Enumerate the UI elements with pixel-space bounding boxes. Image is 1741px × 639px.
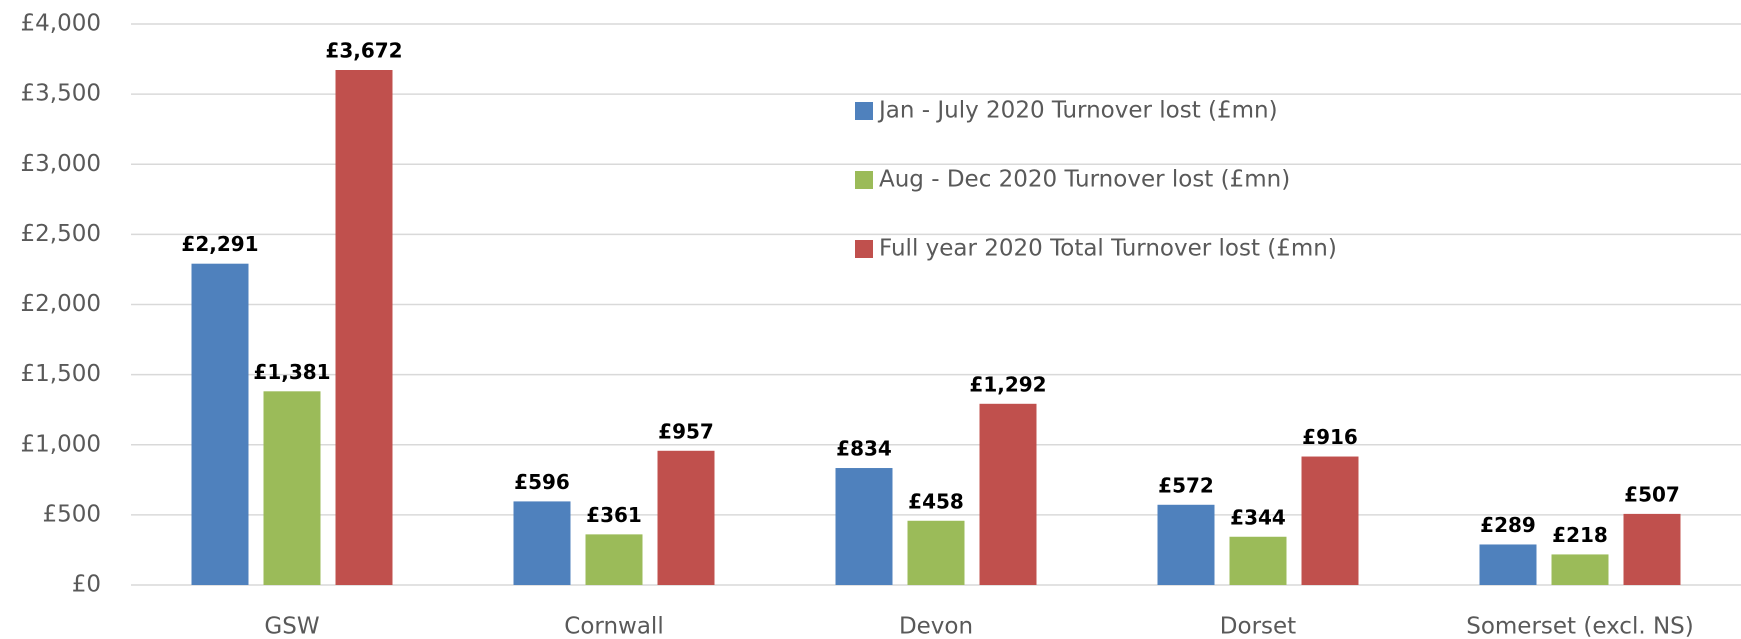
y-tick-label: £2,500 (21, 221, 101, 247)
y-tick-label: £2,000 (21, 291, 101, 317)
value-label: £458 (908, 489, 964, 513)
bar (835, 468, 893, 585)
x-tick-label: Devon (899, 614, 973, 639)
bar (1229, 536, 1287, 585)
bar (1301, 456, 1359, 585)
legend-label: Full year 2020 Total Turnover lost (£mn) (879, 236, 1337, 262)
value-label: £957 (658, 419, 714, 443)
bar (657, 450, 715, 585)
bar (979, 403, 1037, 585)
y-tick-label: £1,500 (21, 361, 101, 387)
legend-swatch (855, 240, 873, 258)
bar (1623, 513, 1681, 585)
x-tick-label: Dorset (1220, 614, 1296, 639)
y-tick-label: £4,000 (21, 11, 101, 37)
legend-swatch (855, 171, 873, 189)
value-label: £834 (836, 437, 892, 461)
bar (585, 534, 643, 585)
value-label: £507 (1624, 482, 1680, 506)
y-tick-label: £500 (42, 501, 101, 527)
value-label: £1,381 (253, 360, 330, 384)
bar (907, 520, 965, 585)
value-label: £596 (514, 470, 570, 494)
legend-swatch (855, 102, 873, 120)
y-tick-label: £1,000 (21, 431, 101, 457)
value-label: £2,291 (181, 232, 258, 256)
value-label: £1,292 (969, 372, 1046, 396)
bar (1479, 544, 1537, 585)
value-label: £361 (586, 503, 642, 527)
x-tick-label: GSW (264, 614, 319, 639)
legend-label: Jan - July 2020 Turnover lost (£mn) (877, 98, 1278, 124)
bar (1157, 504, 1215, 585)
x-tick-label: Cornwall (564, 614, 663, 639)
bar (335, 70, 393, 585)
value-label: £572 (1158, 473, 1214, 497)
value-label: £344 (1230, 505, 1286, 529)
y-tick-label: £0 (72, 572, 101, 598)
bar (263, 391, 321, 585)
value-label: £289 (1480, 513, 1536, 537)
x-tick-label: Somerset (excl. NS) (1466, 614, 1694, 639)
bar (513, 501, 571, 585)
y-tick-label: £3,000 (21, 151, 101, 177)
value-label: £916 (1302, 425, 1358, 449)
bar (1551, 554, 1609, 585)
value-label: £218 (1552, 523, 1608, 547)
y-tick-label: £3,500 (21, 81, 101, 107)
value-label: £3,672 (325, 39, 402, 63)
bar (191, 263, 249, 585)
legend-label: Aug - Dec 2020 Turnover lost (£mn) (879, 167, 1290, 193)
